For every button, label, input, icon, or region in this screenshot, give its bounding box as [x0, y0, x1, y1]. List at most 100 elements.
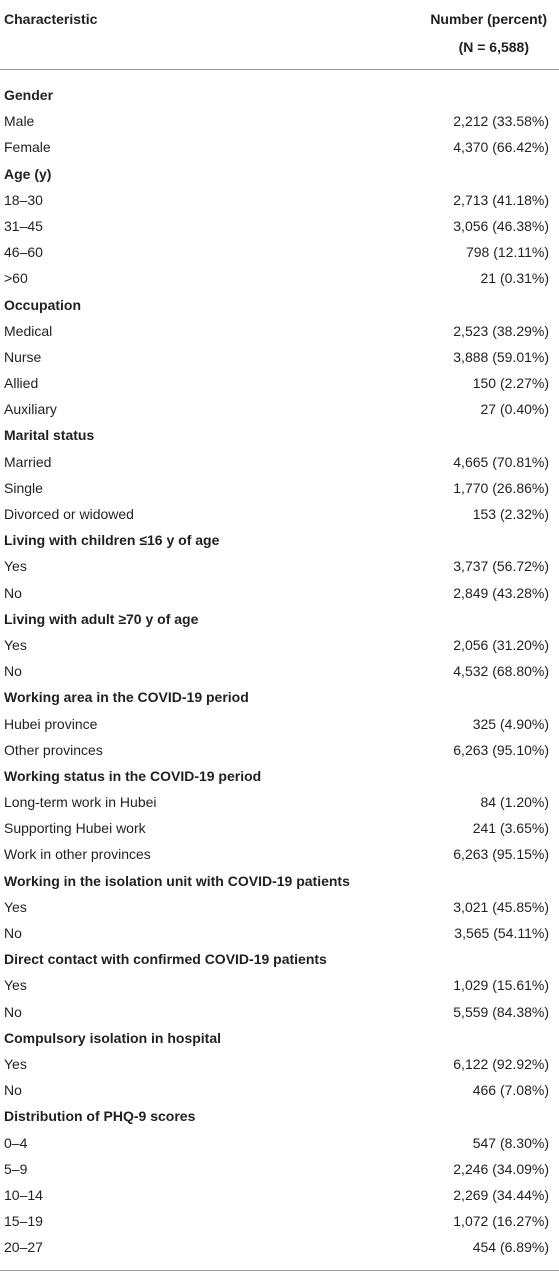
row-value: 466 (7.08%) — [472, 1082, 549, 1099]
group-row: Marital status — [0, 422, 559, 448]
group-label: Living with children ≤16 y of age — [4, 532, 220, 549]
group-label: Working status in the COVID-19 period — [4, 767, 262, 784]
row-label: No — [4, 663, 22, 680]
row-value: 6,122 (92.92%) — [453, 1055, 549, 1072]
group-label: Compulsory isolation in hospital — [4, 1029, 222, 1046]
group-row: Working status in the COVID-19 period — [0, 763, 559, 789]
table-row: Auxiliary 27 (0.40%) — [0, 396, 559, 422]
group-label: Living with adult ≥70 y of age — [4, 610, 199, 627]
row-label: No — [4, 1003, 22, 1020]
table-row: 5–9 2,246 (34.09%) — [0, 1156, 559, 1182]
row-label: Yes — [4, 977, 27, 994]
row-label: Yes — [4, 898, 27, 915]
row-label: 15–19 — [4, 1213, 43, 1230]
group-label: Occupation — [4, 296, 82, 313]
row-label: No — [4, 1082, 22, 1099]
row-label: Divorced or widowed — [4, 506, 134, 522]
row-value: 4,665 (70.81%) — [453, 453, 549, 470]
row-label: 31–45 — [4, 217, 43, 234]
group-label: Working area in the COVID-19 period — [4, 689, 249, 706]
row-label: Married — [4, 453, 52, 470]
table-row: 31–45 3,056 (46.38%) — [0, 213, 559, 239]
row-value: 798 (12.11%) — [465, 244, 549, 261]
row-value: 4,370 (66.42%) — [453, 139, 549, 156]
table-row: >60 21 (0.31%) — [0, 265, 559, 291]
header-cell: Characteristic — [4, 11, 98, 27]
row-value: 21 (0.31%) — [480, 270, 549, 287]
row-value: 84 (1.20%) — [480, 794, 549, 811]
table-row: Allied 150 (2.27%) — [0, 370, 559, 396]
row-value: 1,770 (26.86%) — [453, 479, 549, 496]
row-label: 18–30 — [4, 191, 43, 208]
row-value: 325 (4.90%) — [472, 715, 549, 732]
header-cell: (N = 6,588) — [458, 39, 529, 55]
table-row: 10–14 2,269 (34.44%) — [0, 1182, 559, 1208]
group-row: Working area in the COVID-19 period — [0, 684, 559, 710]
row-value: 153 (2.32%) — [472, 506, 549, 522]
row-label: Yes — [4, 558, 27, 575]
row-value: 4,532 (68.80%) — [453, 663, 549, 680]
row-value: 6,263 (95.15%) — [453, 846, 549, 863]
bottom-rule — [0, 1270, 559, 1271]
row-value: 150 (2.27%) — [472, 375, 549, 392]
row-label: 20–27 — [4, 1239, 43, 1256]
row-label: Yes — [4, 636, 27, 653]
row-value: 3,021 (45.85%) — [453, 898, 549, 915]
table-row: 18–30 2,713 (41.18%) — [0, 187, 559, 213]
table-row: No 4,532 (68.80%) — [0, 658, 559, 684]
group-row: Compulsory isolation in hospital — [0, 1025, 559, 1051]
group-label: Working in the isolation unit with COVID… — [4, 872, 350, 889]
row-value: 27 (0.40%) — [480, 401, 549, 418]
row-value: 1,072 (16.27%) — [453, 1213, 549, 1230]
row-value: 2,713 (41.18%) — [453, 191, 549, 208]
table-row: Other provinces 6,263 (95.10%) — [0, 737, 559, 763]
table-row: Yes 1,029 (15.61%) — [0, 972, 559, 998]
group-label: Gender — [4, 87, 54, 103]
row-value: 5,559 (84.38%) — [453, 1003, 549, 1020]
row-value: 2,212 (33.58%) — [453, 113, 549, 130]
row-label: Work in other provinces — [4, 846, 151, 863]
group-row: Occupation — [0, 292, 559, 318]
row-value: 2,056 (31.20%) — [453, 636, 549, 653]
table-row: Married 4,665 (70.81%) — [0, 449, 559, 475]
row-value: 241 (3.65%) — [472, 820, 549, 837]
table-row: Yes 3,737 (56.72%) — [0, 553, 559, 579]
row-value: 1,029 (15.61%) — [453, 977, 549, 994]
table-row: 46–60 798 (12.11%) — [0, 239, 559, 265]
table-row: Female 4,370 (66.42%) — [0, 134, 559, 160]
row-label: 10–14 — [4, 1186, 43, 1203]
row-value: 3,565 (54.11%) — [454, 925, 549, 941]
row-label: Other provinces — [4, 741, 103, 758]
row-label: Male — [4, 113, 35, 130]
table-row: 15–19 1,072 (16.27%) — [0, 1208, 559, 1234]
row-label: Auxiliary — [4, 401, 57, 418]
table-row: 20–27 454 (6.89%) — [0, 1234, 559, 1260]
table-row: Nurse 3,888 (59.01%) — [0, 344, 559, 370]
row-value: 2,246 (34.09%) — [453, 1160, 549, 1177]
row-label: Medical — [4, 322, 53, 339]
table-row: 0–4 547 (8.30%) — [0, 1130, 559, 1156]
row-value: 2,523 (38.29%) — [453, 322, 549, 339]
row-value: 3,056 (46.38%) — [453, 217, 549, 234]
row-value: 547 (8.30%) — [472, 1134, 549, 1151]
table-row: Work in other provinces 6,263 (95.15%) — [0, 841, 559, 867]
table-row: Male 2,212 (33.58%) — [0, 108, 559, 134]
table-row: Single 1,770 (26.86%) — [0, 475, 559, 501]
row-label: No — [4, 925, 22, 941]
row-label: Nurse — [4, 348, 42, 365]
table-row: Divorced or widowed 153 (2.32%) — [0, 501, 559, 527]
row-label: >60 — [4, 270, 28, 287]
group-row: Direct contact with confirmed COVID-19 p… — [0, 946, 559, 972]
row-label: Female — [4, 139, 51, 156]
group-label: Marital status — [4, 427, 95, 444]
table-row: No 466 (7.08%) — [0, 1077, 559, 1103]
group-row: Living with children ≤16 y of age — [0, 527, 559, 553]
table-row: Yes 3,021 (45.85%) — [0, 894, 559, 920]
row-label: 5–9 — [4, 1160, 28, 1177]
group-label: Age (y) — [4, 165, 52, 182]
table-row: Medical 2,523 (38.29%) — [0, 318, 559, 344]
row-label: Supporting Hubei work — [4, 820, 146, 837]
group-row: Distribution of PHQ-9 scores — [0, 1103, 559, 1129]
row-value: 3,737 (56.72%) — [453, 558, 549, 575]
